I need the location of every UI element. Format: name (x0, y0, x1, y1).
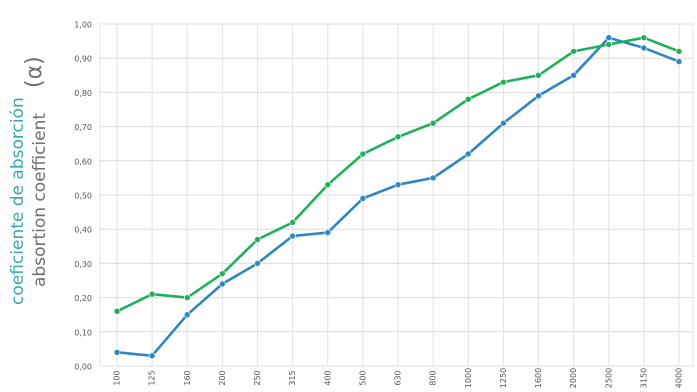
data-point (183, 294, 191, 301)
x-tick-label: 630 (394, 370, 403, 385)
data-point (429, 174, 437, 182)
x-tick-label: 2500 (604, 368, 613, 388)
data-point (289, 232, 296, 240)
x-tick-label: 1250 (499, 368, 508, 388)
data-point (324, 181, 332, 189)
data-point (429, 119, 437, 127)
vertical-gridlines (116, 24, 680, 366)
x-tick-label: 800 (429, 370, 438, 385)
data-point (394, 181, 402, 189)
data-point (359, 195, 367, 202)
data-point (570, 72, 577, 79)
y-tick-label: 0,10 (74, 328, 92, 337)
data-point (394, 133, 402, 141)
data-point (535, 72, 542, 79)
x-tick-label: 4000 (675, 368, 684, 388)
data-point (254, 236, 261, 243)
x-tick-label: 2000 (569, 368, 578, 388)
x-tick-label: 315 (288, 370, 297, 385)
x-tick-label: 160 (183, 370, 192, 385)
data-point (289, 219, 296, 226)
data-point (675, 58, 683, 65)
data-point (464, 150, 472, 158)
data-point (675, 48, 683, 55)
y-tick-label: 0,40 (74, 226, 92, 235)
data-point (464, 95, 472, 103)
data-point (605, 34, 613, 41)
data-point (640, 44, 648, 52)
x-tick-label: 400 (323, 370, 332, 385)
x-tick-labels: 100 125 160 200 250 315 400 500 630 800 1000 1250 16… (113, 368, 684, 388)
data-point (113, 349, 121, 356)
y-tick-label: 0,50 (74, 192, 92, 201)
data-point (183, 311, 191, 319)
y-tick-label: 0,80 (74, 89, 92, 98)
data-point (324, 229, 332, 236)
data-point (219, 280, 226, 288)
x-tick-label: 200 (218, 370, 227, 385)
data-point (500, 119, 507, 127)
x-tick-label: 250 (253, 370, 262, 385)
data-point (359, 150, 367, 158)
x-tick-label: 1000 (464, 368, 473, 388)
x-tick-label: 500 (358, 370, 367, 385)
series-points (113, 34, 683, 360)
y-tick-label: 0,20 (74, 294, 92, 303)
data-point (570, 48, 577, 55)
data-point (219, 270, 226, 277)
data-point (254, 260, 261, 267)
horizontal-gridlines (100, 23, 693, 367)
y-tick-label: 1,00 (74, 21, 92, 30)
data-point (113, 307, 121, 315)
data-point (605, 41, 613, 48)
y-tick-labels: 0,00 0,10 0,20 0,30 0,40 0,50 0,60 0,70 0,80 0,90… (74, 21, 92, 372)
data-point (640, 34, 648, 41)
x-tick-label: 100 (113, 370, 122, 385)
data-point (535, 92, 542, 100)
y-tick-label: 0,00 (74, 363, 92, 372)
y-tick-label: 0,70 (74, 123, 92, 132)
x-tick-label: 3150 (639, 368, 648, 388)
data-point (500, 78, 507, 86)
x-tick-label: 1600 (534, 368, 543, 388)
y-tick-label: 0,30 (74, 260, 92, 269)
y-tick-label: 0,60 (74, 157, 92, 166)
y-tick-label: 0,90 (74, 55, 92, 64)
data-point (148, 290, 156, 298)
data-point (148, 352, 156, 360)
x-tick-label: 125 (148, 370, 157, 385)
